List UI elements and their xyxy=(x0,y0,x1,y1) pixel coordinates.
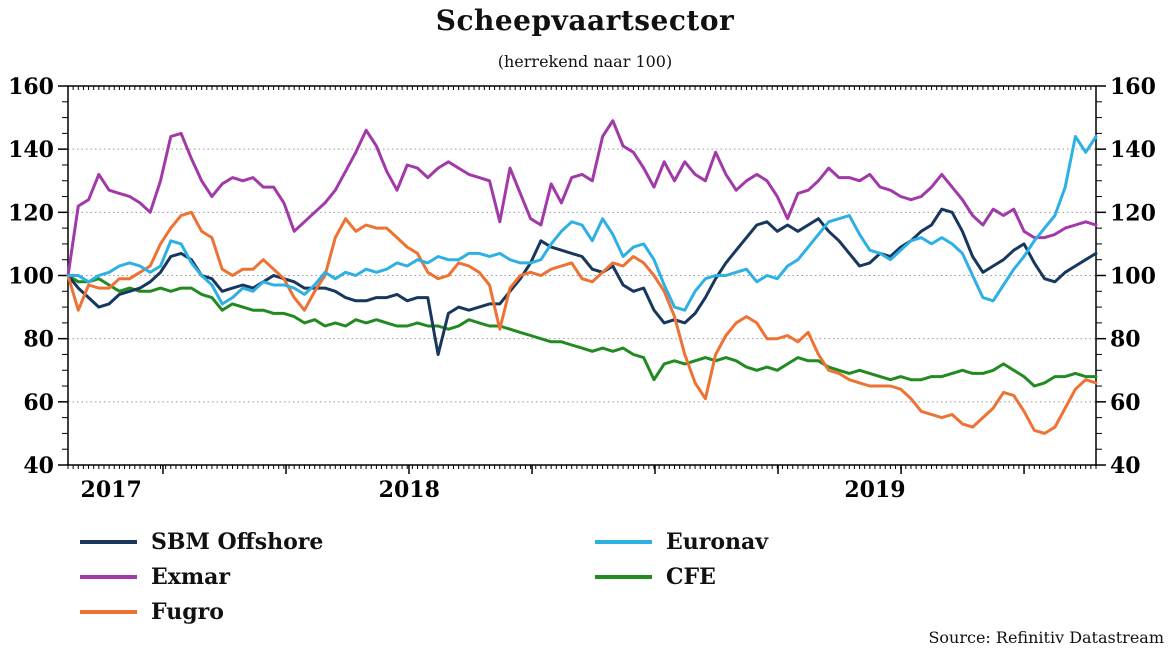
y-axis-label-left: 60 xyxy=(23,390,54,416)
legend-item-cfe: CFE xyxy=(595,564,716,590)
y-axis-label-left: 120 xyxy=(8,200,54,226)
legend-item-fugro: Fugro xyxy=(80,599,224,625)
y-axis-label-left: 140 xyxy=(8,137,54,163)
y-axis-label-right: 160 xyxy=(1110,74,1156,100)
y-axis-label-right: 140 xyxy=(1110,137,1156,163)
legend-item-exmar: Exmar xyxy=(80,564,230,590)
legend-label-sbm-offshore: SBM Offshore xyxy=(151,529,324,555)
y-axis-label-left: 160 xyxy=(8,74,54,100)
x-year-label: 2017 xyxy=(81,477,142,503)
y-axis-label-right: 100 xyxy=(1110,264,1156,290)
legend-swatch-euronav xyxy=(595,540,652,544)
y-axis-label-right: 60 xyxy=(1110,390,1141,416)
legend-swatch-sbm-offshore xyxy=(80,540,137,544)
y-axis-label-right: 80 xyxy=(1110,327,1141,353)
x-year-label: 2018 xyxy=(379,477,440,503)
legend-item-sbm-offshore: SBM Offshore xyxy=(80,529,323,555)
y-axis-label-left: 80 xyxy=(23,327,54,353)
y-axis-label-left: 100 xyxy=(8,264,54,290)
legend-label-exmar: Exmar xyxy=(151,564,231,590)
legend-swatch-exmar xyxy=(80,575,137,579)
page-title: Scheepvaartsector xyxy=(435,4,735,37)
legend-label-fugro: Fugro xyxy=(151,599,224,625)
series-line-sbm-offshore xyxy=(66,207,1098,356)
chart-subtitle: (herrekend naar 100) xyxy=(497,52,673,71)
source-credit: Source: Refinitiv Datastream xyxy=(928,628,1164,647)
series-line-exmar xyxy=(66,119,1098,277)
series-line-fugro xyxy=(66,210,1098,435)
legend-swatch-cfe xyxy=(595,575,652,579)
y-axis-label-left: 40 xyxy=(23,453,54,479)
y-axis-label-right: 120 xyxy=(1110,200,1156,226)
series-line-cfe xyxy=(66,274,1098,388)
x-year-label: 2019 xyxy=(844,477,905,503)
series-line-euronav xyxy=(66,135,1098,312)
legend-label-cfe: CFE xyxy=(666,564,716,590)
legend-swatch-fugro xyxy=(80,610,137,614)
legend-label-euronav: Euronav xyxy=(666,529,769,555)
legend-item-euronav: Euronav xyxy=(595,529,768,555)
y-axis-label-right: 40 xyxy=(1110,453,1141,479)
